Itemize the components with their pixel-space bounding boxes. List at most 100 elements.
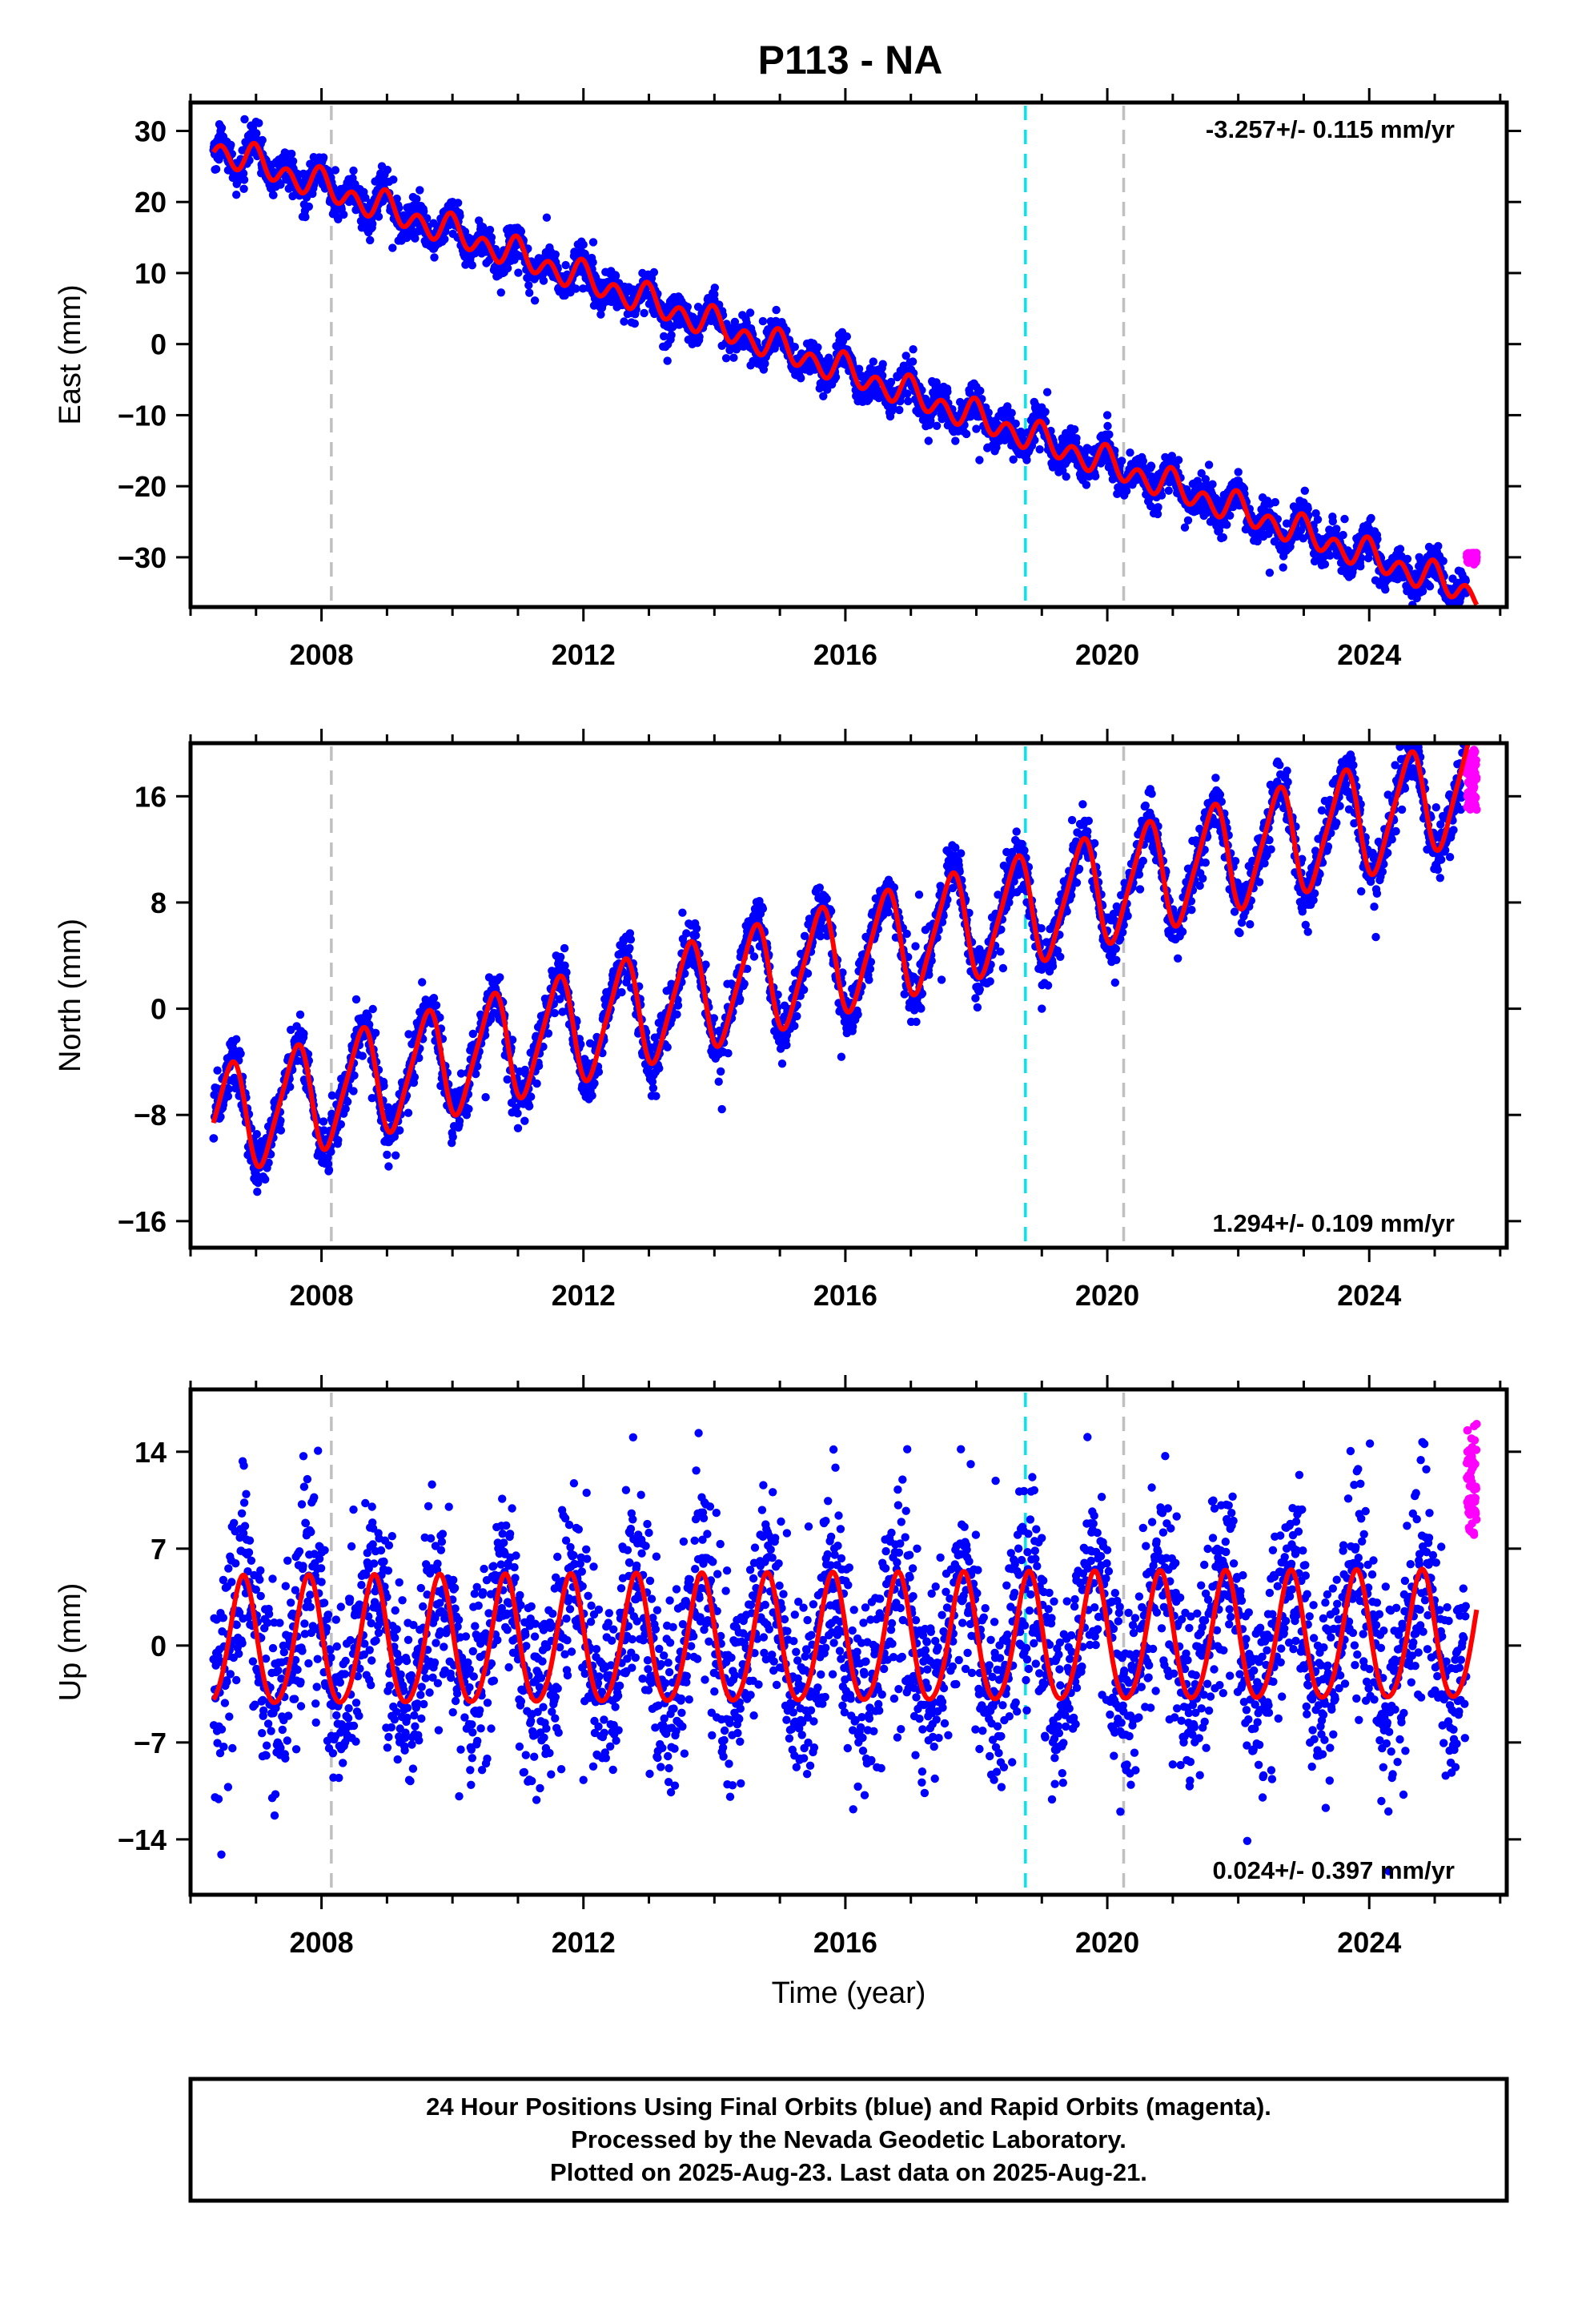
- final-orbit-point: [430, 253, 439, 262]
- final-orbit-point: [909, 345, 917, 354]
- final-orbit-point: [468, 261, 476, 270]
- rapid-orbit-point: [1472, 553, 1481, 562]
- final-orbit-point: [396, 1126, 404, 1135]
- final-orbit-point: [539, 276, 548, 285]
- final-orbit-point: [213, 1066, 222, 1075]
- final-orbit-point: [745, 308, 755, 317]
- final-orbit-point: [217, 123, 227, 133]
- final-orbit-point: [625, 943, 634, 953]
- final-orbit-point: [1022, 456, 1031, 464]
- final-orbit-point: [579, 240, 588, 249]
- final-orbit-point: [678, 908, 687, 917]
- final-orbit-point: [1154, 503, 1162, 512]
- final-orbit-point: [692, 924, 701, 933]
- final-orbit-point: [546, 247, 556, 256]
- final-orbit-point: [1223, 521, 1231, 529]
- final-orbit-point: [729, 353, 738, 362]
- final-orbit-point: [590, 1079, 599, 1088]
- final-orbit-point: [339, 210, 348, 219]
- final-orbit-point: [384, 1162, 393, 1171]
- final-orbit-point: [388, 243, 397, 252]
- final-orbit-point: [269, 191, 278, 199]
- final-orbit-point: [301, 212, 310, 222]
- final-orbit-point: [663, 1043, 672, 1051]
- final-orbit-point: [673, 1001, 683, 1010]
- final-orbit-point: [640, 308, 648, 318]
- final-orbit-point: [1035, 445, 1044, 454]
- final-orbit-point: [334, 215, 343, 223]
- final-orbit-point: [455, 1116, 464, 1126]
- final-orbit-point: [1313, 515, 1323, 524]
- final-orbit-point: [1180, 523, 1190, 532]
- final-orbit-point: [224, 1084, 233, 1094]
- final-orbit-point: [588, 1091, 596, 1100]
- x-tick-label: 2016: [813, 638, 877, 671]
- final-orbit-point: [1425, 582, 1435, 591]
- final-orbit-point: [1403, 554, 1412, 564]
- final-orbit-point: [611, 271, 620, 280]
- final-orbit-point: [392, 194, 401, 203]
- final-orbit-point: [1183, 516, 1193, 525]
- final-orbit-point: [264, 1158, 273, 1168]
- final-orbit-point: [1070, 425, 1079, 434]
- final-orbit-point: [436, 1013, 444, 1022]
- final-orbit-point: [782, 1040, 791, 1050]
- final-orbit-point: [379, 1081, 388, 1091]
- y-tick-label: −20: [118, 470, 167, 503]
- final-orbit-point: [710, 283, 719, 292]
- rapid-orbit-points: [1462, 549, 1481, 569]
- final-orbit-point: [924, 436, 934, 445]
- x-tick-label: 2020: [1075, 638, 1139, 671]
- final-orbit-point: [1363, 553, 1373, 563]
- final-orbit-point: [819, 392, 828, 400]
- final-orbit-point: [383, 165, 392, 175]
- final-orbit-point: [299, 1029, 308, 1038]
- final-orbit-point: [1146, 462, 1156, 471]
- final-orbit-point: [1103, 421, 1112, 431]
- final-orbit-point: [412, 195, 421, 203]
- final-orbit-point: [683, 303, 692, 312]
- final-orbit-point: [367, 1094, 376, 1103]
- final-orbit-point: [682, 929, 691, 938]
- final-orbit-point: [721, 354, 731, 363]
- final-orbit-point: [481, 1092, 490, 1102]
- final-orbit-point: [276, 180, 285, 189]
- final-orbit-point: [227, 140, 235, 150]
- final-orbit-point: [524, 281, 533, 290]
- final-orbit-point: [286, 1083, 295, 1092]
- final-orbit-point: [793, 1011, 801, 1021]
- final-orbit-point: [908, 357, 917, 366]
- final-orbit-point: [1126, 448, 1134, 457]
- final-orbit-point: [1009, 455, 1018, 464]
- final-orbit-point: [761, 359, 769, 368]
- final-orbit-point: [336, 1120, 345, 1129]
- final-orbit-point: [1328, 517, 1338, 526]
- model-fit-line: [211, 140, 1480, 606]
- final-orbit-point: [649, 267, 659, 277]
- final-orbit-point: [904, 396, 913, 406]
- final-orbit-point: [236, 1049, 245, 1059]
- final-orbit-point: [620, 317, 628, 326]
- final-orbit-point: [252, 1130, 261, 1139]
- final-orbit-point: [1367, 513, 1375, 523]
- final-orbit-point: [513, 1109, 522, 1118]
- final-orbit-point: [1340, 514, 1349, 524]
- final-orbit-point: [391, 1151, 400, 1160]
- final-orbit-point: [223, 1092, 233, 1101]
- final-orbit-point: [797, 374, 805, 383]
- final-orbit-point: [258, 135, 267, 145]
- final-orbit-point: [323, 1160, 333, 1168]
- final-orbit-point: [503, 263, 512, 273]
- final-orbit-point: [630, 319, 639, 328]
- final-orbit-point: [368, 1004, 377, 1014]
- final-orbit-point: [288, 157, 298, 166]
- final-orbit-point: [673, 1010, 681, 1019]
- final-orbit-point: [211, 165, 221, 174]
- rapid-orbit-point: [1466, 553, 1476, 562]
- final-orbit-point: [341, 1104, 350, 1113]
- x-tick-label: 2012: [552, 638, 616, 671]
- final-orbit-point: [975, 456, 984, 464]
- final-orbit-point: [853, 1010, 862, 1019]
- final-orbit-point: [324, 1165, 334, 1175]
- final-orbit-point: [841, 332, 850, 341]
